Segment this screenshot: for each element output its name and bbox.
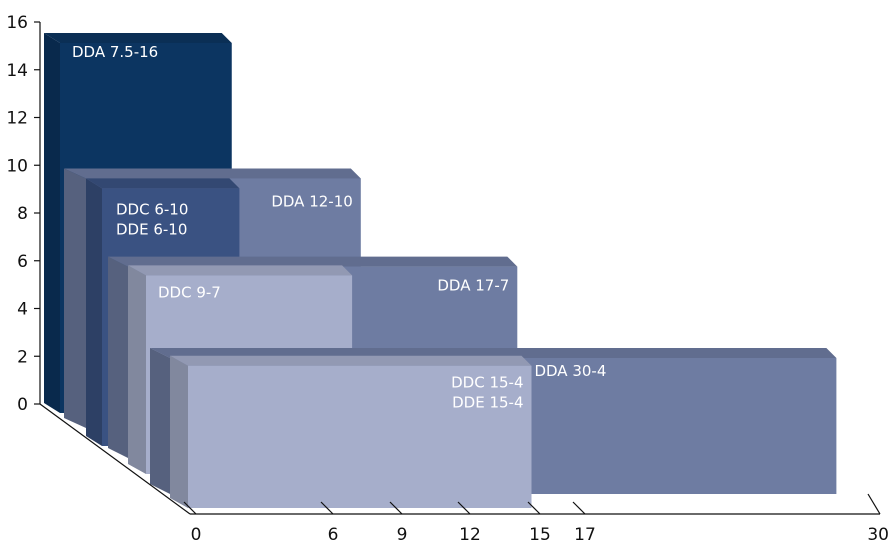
bar-label: DDA 7.5-16 [72,43,158,61]
bar-6: DDC 15-4 DDE 15-4 [170,355,532,508]
y-tick-label: 6 [17,252,28,272]
x-tick-mark [867,493,881,515]
bar-side-face [86,178,102,446]
bar-label: DDA 12-10 [271,192,352,210]
bar-label: DDA 17-7 [437,277,509,295]
y-tick-label: 12 [6,109,28,129]
ticks-layer: 0 2 4 6 8 10 12 14 16 0 6 9 12 15 17 30 [6,13,889,545]
bar-top-face [108,256,518,267]
bar-label: DDC 6-10 [116,200,188,218]
bar-top-face [86,178,240,189]
bar-top-face [64,168,361,179]
bars-layer: DDA 7.5-16 DDA 12-10 DDC 6-10 DDE 6-10 DDA 1… [44,32,837,508]
y-tick-label: 2 [17,347,28,367]
bar-label: DDC 15-4 [451,374,523,392]
bar-side-face [108,256,128,458]
y-tick-label: 10 [6,156,28,176]
depth-axis-line [39,403,191,515]
x-tick-mark [183,501,197,515]
bar-side-face [64,168,86,428]
y-tick-label: 4 [17,300,28,320]
bar-top-face [170,355,532,366]
y-tick-label: 0 [17,395,28,415]
x-tick-mark [320,501,334,515]
y-tick-label: 16 [6,13,28,33]
x-tick-label: 15 [529,525,551,545]
x-tick-label: 6 [328,525,339,545]
bar-front-face [188,365,532,508]
bar-label: DDE 6-10 [116,220,187,238]
x-tick-mark [572,501,586,515]
bar-top-face [44,32,232,43]
bar-side-face [128,265,146,474]
y-tick-label: 8 [17,204,28,224]
x-tick-label: 30 [867,525,889,545]
bar-top-face [150,348,837,358]
x-tick-label: 12 [459,525,481,545]
bar-label: DDC 9-7 [158,283,221,301]
x-tick-mark [457,501,471,515]
x-tick-mark [389,501,403,515]
bar-side-face [44,32,60,413]
bar-top-face [128,265,353,276]
bar-side-face [150,348,170,494]
x-tick-mark [527,501,541,515]
bar-side-face [170,355,188,508]
x-tick-label: 9 [397,525,408,545]
x-tick-label: 17 [574,525,596,545]
bar-label: DDA 30-4 [534,362,606,380]
y-tick-label: 14 [6,61,28,81]
x-tick-label: 0 [191,525,202,545]
bar-label: DDE 15-4 [452,394,523,412]
